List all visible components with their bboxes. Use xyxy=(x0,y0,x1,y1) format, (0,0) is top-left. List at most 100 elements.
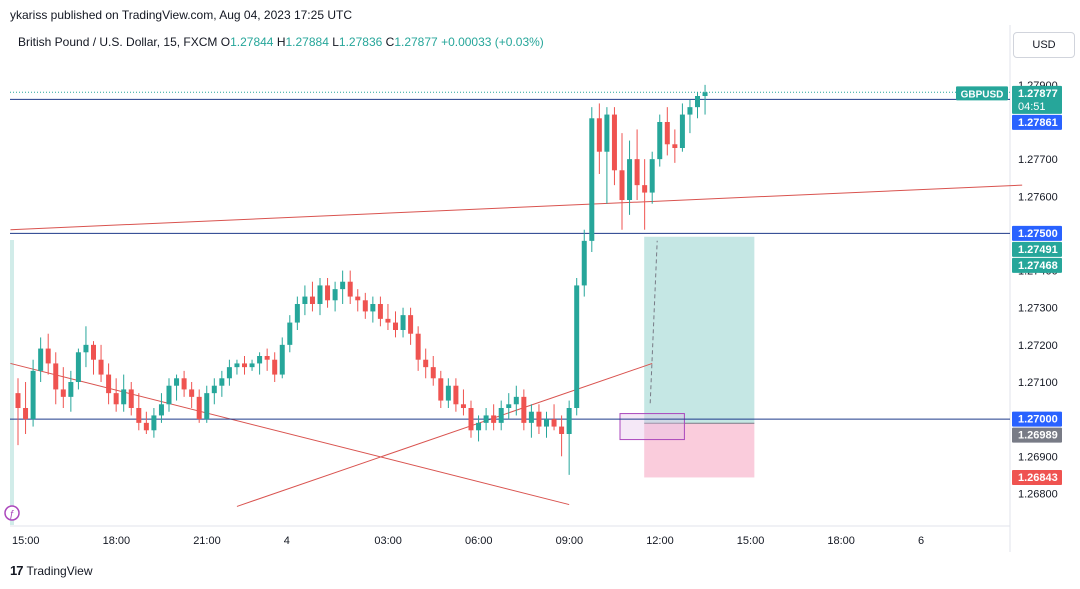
price-tag-text: 1.27468 xyxy=(1018,260,1058,272)
price-tag-text: 1.26843 xyxy=(1018,472,1058,484)
candle-body xyxy=(226,367,232,379)
open-label: O xyxy=(220,35,231,49)
time-tick-label: 4 xyxy=(284,535,290,547)
candle-body xyxy=(113,393,119,405)
candle-body xyxy=(370,304,376,312)
candle-body xyxy=(272,359,278,375)
candle-body xyxy=(325,285,331,301)
candle-body xyxy=(642,185,648,193)
profit-zone xyxy=(644,236,755,424)
price-tag-bg xyxy=(1012,85,1062,114)
candle-body xyxy=(476,422,482,431)
candle-body xyxy=(181,378,187,390)
projection-line xyxy=(649,240,658,404)
time-tick-label: 15:00 xyxy=(12,535,40,547)
candle-body xyxy=(528,411,534,423)
footer-brand[interactable]: 17 TradingView xyxy=(10,563,93,578)
candle-body xyxy=(460,404,466,408)
price-tag-bg xyxy=(1012,241,1062,257)
candle-body xyxy=(45,348,51,364)
candle-body xyxy=(249,363,255,368)
low-label: L xyxy=(332,35,339,49)
candle-body xyxy=(664,122,670,145)
candle-body xyxy=(453,385,459,405)
time-tick-label: 21:00 xyxy=(193,535,221,547)
drawing-toolbar-icon[interactable]: ƒ xyxy=(4,505,20,521)
open-value: 1.27844 xyxy=(230,35,274,49)
symbol-tag-bg xyxy=(956,86,1008,101)
order-block-zone[interactable] xyxy=(619,413,685,441)
candle-body xyxy=(506,404,512,408)
candle-body xyxy=(657,122,663,160)
close-label: C xyxy=(385,35,395,49)
candle-body xyxy=(83,344,89,353)
candle-body xyxy=(30,370,36,420)
candle-body xyxy=(211,385,217,394)
price-tag-text: 1.27491 xyxy=(1018,244,1058,256)
price-tag-text: 1.27500 xyxy=(1018,228,1058,240)
candle-body xyxy=(611,114,617,171)
candle-body xyxy=(687,107,693,115)
candle-body xyxy=(174,378,180,386)
candle-body xyxy=(68,382,74,397)
trendline xyxy=(10,184,1023,231)
candle-body xyxy=(257,356,263,364)
candle-body xyxy=(649,159,655,193)
candle-body xyxy=(596,118,602,152)
candle-body xyxy=(536,411,542,427)
candle-body xyxy=(483,415,489,423)
time-axis-ticks: 15:00 18:00 21:00 4 03:00 06:00 09:00 12:00 15:0… xyxy=(12,535,924,547)
candle-body xyxy=(166,385,172,405)
price-tick-label: 1.26800 xyxy=(1018,488,1058,500)
candle-body xyxy=(15,393,21,408)
candle-body xyxy=(695,96,700,108)
candle-body xyxy=(393,322,398,330)
candle-body xyxy=(559,426,565,434)
symbol-tag-text: GBPUSD xyxy=(961,89,1004,100)
candle-body xyxy=(143,422,149,431)
candle-body xyxy=(604,114,610,152)
price-tag-bg xyxy=(1012,427,1062,443)
publisher-line: ykariss published on TradingView.com, Au… xyxy=(10,8,352,22)
candle-body xyxy=(121,389,127,405)
time-tick-label: 12:00 xyxy=(646,535,674,547)
price-tag-text: 1.27877 xyxy=(1018,88,1058,100)
candle-body xyxy=(38,348,44,371)
price-tag-bg xyxy=(1012,114,1062,130)
time-tick-label: 6 xyxy=(918,535,924,547)
candle-body xyxy=(75,352,81,382)
candle-body xyxy=(60,389,66,397)
candles xyxy=(15,84,708,475)
trendlines[interactable] xyxy=(10,184,1023,507)
candle-body xyxy=(91,344,96,360)
candle-body xyxy=(672,144,678,148)
price-tag-text: 1.27861 xyxy=(1018,117,1058,129)
candle-body xyxy=(128,389,134,408)
currency-button[interactable]: USD xyxy=(1013,32,1075,58)
candle-body xyxy=(219,378,225,386)
candle-body xyxy=(151,415,157,431)
trendline xyxy=(236,362,653,507)
candle-body xyxy=(362,300,368,312)
candle-body xyxy=(438,378,444,401)
candle-body xyxy=(158,404,164,416)
time-tick-label: 18:00 xyxy=(827,535,855,547)
price-tick-label: 1.27600 xyxy=(1018,191,1058,203)
candle-body xyxy=(468,408,474,431)
candle-body xyxy=(430,367,436,379)
candle-body xyxy=(619,170,625,200)
candle-body xyxy=(309,296,315,304)
candle-body xyxy=(294,304,300,323)
price-tick-label: 1.26900 xyxy=(1018,451,1058,463)
candle-body xyxy=(136,408,142,423)
horizontal-lines[interactable] xyxy=(10,91,1010,420)
candle-body xyxy=(279,344,285,375)
position-tool[interactable] xyxy=(644,236,755,478)
candle-body xyxy=(498,408,504,423)
candle-body xyxy=(679,114,685,148)
time-tick-label: 18:00 xyxy=(103,535,131,547)
price-tick-label: 1.27100 xyxy=(1018,377,1058,389)
price-tag-text: 1.27000 xyxy=(1018,414,1058,426)
